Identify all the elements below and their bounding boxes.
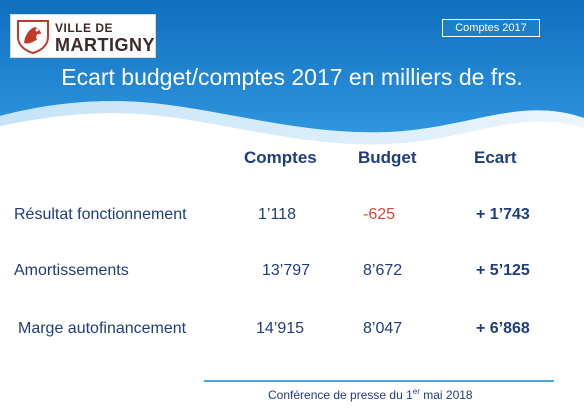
row-marge-budget: 8’047 (363, 320, 403, 337)
footer-divider (204, 380, 554, 382)
logo-line2: MARTIGNY (55, 35, 155, 55)
row-label-amortissements: Amortissements (14, 262, 129, 279)
column-header-comptes: Comptes (244, 148, 317, 167)
comptes-2017-badge: Comptes 2017 (442, 19, 540, 37)
footer-text-before: Conférence de presse du 1 (268, 388, 413, 402)
row-marge-ecart: + 6’868 (476, 320, 530, 337)
martigny-logo: VILLE DE MARTIGNY (10, 14, 156, 58)
row-amortissements-budget: 8’672 (363, 262, 403, 279)
slide-title: Ecart budget/comptes 2017 en milliers de… (61, 64, 523, 90)
row-label-resultat: Résultat fonctionnement (14, 206, 187, 223)
row-resultat-comptes: 1’118 (258, 206, 296, 223)
coat-of-arms-icon (17, 20, 49, 55)
row-resultat-budget: -625 (363, 206, 396, 223)
row-amortissements-comptes: 13’797 (262, 262, 311, 279)
row-label-marge: Marge autofinancement (18, 320, 187, 337)
row-marge-comptes: 14’915 (256, 320, 305, 337)
footer-superscript: er (412, 387, 420, 396)
row-amortissements-ecart: + 5’125 (476, 262, 530, 279)
footer-text-after: mai 2018 (419, 388, 473, 402)
column-header-budget: Budget (358, 148, 417, 167)
logo-line1: VILLE DE (55, 21, 114, 35)
row-resultat-ecart: + 1’743 (476, 206, 530, 223)
footer-caption: Conférence de presse du 1er mai 2018 (268, 387, 473, 402)
column-header-ecart: Ecart (474, 148, 517, 167)
